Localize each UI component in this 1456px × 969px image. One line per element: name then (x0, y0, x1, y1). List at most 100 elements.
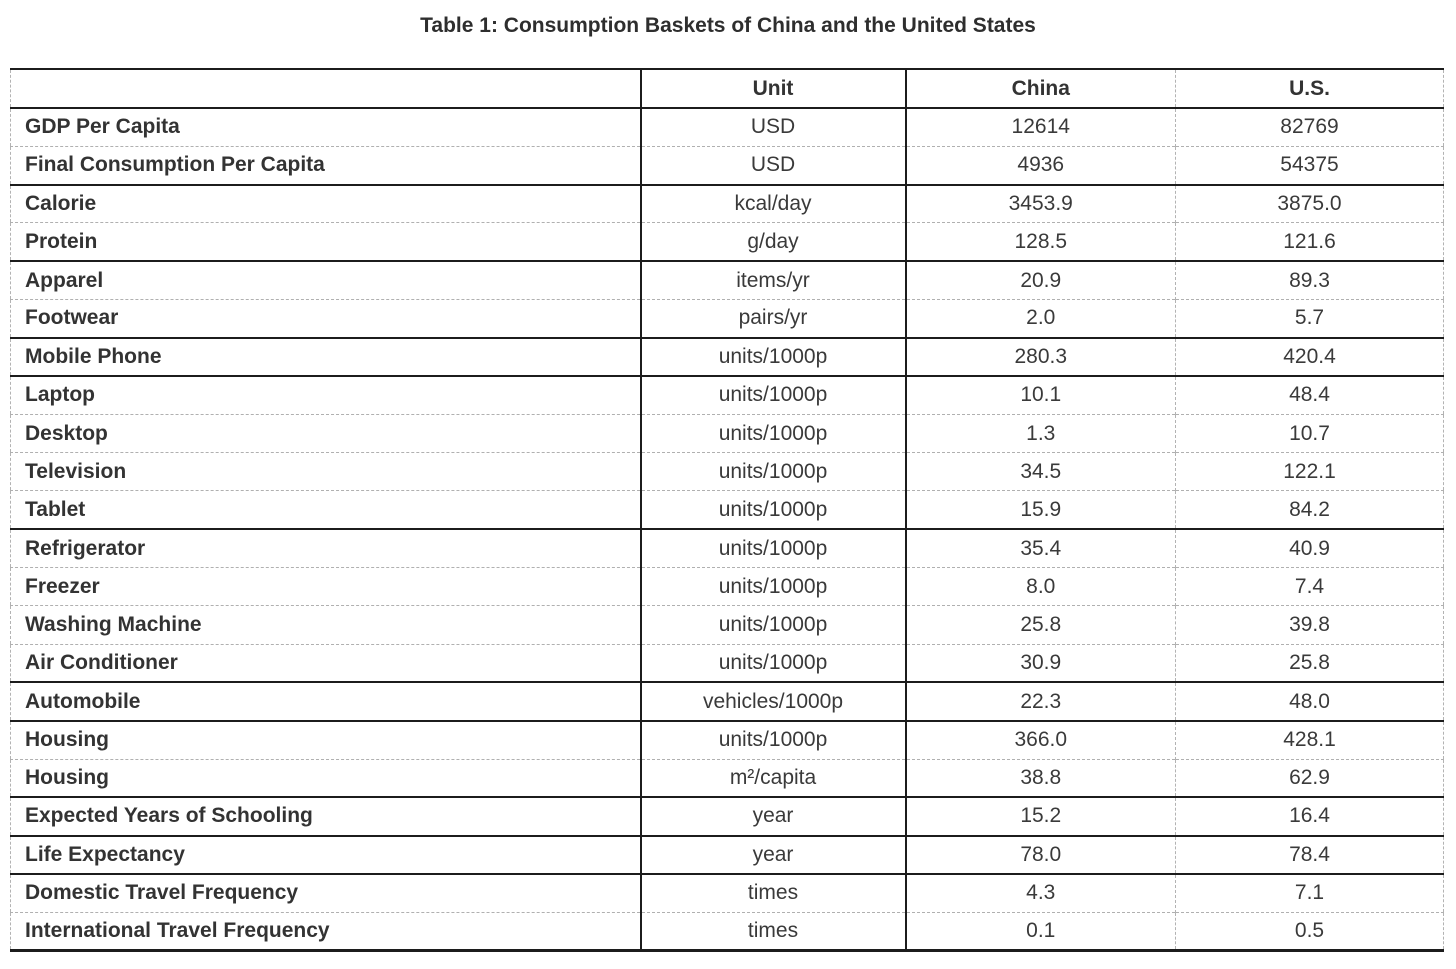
unit-cell: units/1000p (640, 720, 907, 760)
row-label: Housing (10, 720, 642, 760)
table-row: Housing m²/capita 38.8 62.9 (10, 759, 1444, 798)
unit-cell: units/1000p (640, 605, 907, 645)
us-cell: 78.4 (1289, 842, 1330, 866)
row-label: Calorie (10, 184, 642, 223)
unit-cell: g/day (640, 222, 907, 262)
china-cell: 128.5 (905, 222, 1176, 262)
unit-cell: USD (640, 108, 907, 147)
us-cell: 48.0 (1289, 689, 1330, 713)
table-row: Housing units/1000p 366.0 428.1 (10, 720, 1444, 760)
row-label: Automobile (10, 682, 642, 721)
us-cell: 54375 (1280, 153, 1339, 177)
unit-cell: USD (640, 146, 907, 185)
china-cell: 366.0 (905, 720, 1176, 760)
table-row: GDP Per Capita USD 12614 82769 (10, 108, 1444, 147)
us-cell: 420.4 (1283, 344, 1336, 368)
us-cell: 7.4 (1294, 574, 1325, 598)
china-cell: 2.0 (905, 299, 1176, 338)
table-row: Refrigerator units/1000p 35.4 40.9 (10, 529, 1444, 568)
china-cell: 4.3 (905, 873, 1176, 913)
unit-cell: units/1000p (640, 414, 907, 453)
unit-cell: units/1000p (640, 529, 907, 568)
row-label: International Travel Frequency (10, 912, 642, 951)
consumption-baskets-table: Unit China U.S. GDP Per Capita USD 12614… (10, 68, 1444, 953)
row-label: Housing (10, 759, 642, 798)
row-label: Apparel (10, 261, 642, 300)
china-cell: 20.9 (905, 261, 1176, 300)
table-row: Apparel items/yr 20.9 89.3 (10, 261, 1444, 300)
china-cell: 1.3 (905, 414, 1176, 453)
column-header-unit: Unit (640, 69, 907, 109)
unit-cell: units/1000p (640, 337, 907, 377)
table-body: GDP Per Capita USD 12614 82769 Final Con… (10, 108, 1444, 951)
table-row: Mobile Phone units/1000p 280.3 420.4 (10, 337, 1444, 377)
row-label: Expected Years of Schooling (10, 797, 642, 836)
us-cell: 428.1 (1283, 728, 1336, 752)
table-row: Tablet units/1000p 15.9 84.2 (10, 490, 1444, 530)
table-row: Expected Years of Schooling year 15.2 16… (10, 797, 1444, 836)
china-cell: 15.2 (905, 797, 1176, 836)
us-cell: 0.5 (1294, 918, 1325, 942)
table-row: Air Conditioner units/1000p 30.9 25.8 (10, 644, 1444, 683)
us-cell: 39.8 (1289, 613, 1330, 636)
china-cell: 30.9 (905, 644, 1176, 683)
us-cell: 89.3 (1289, 268, 1330, 292)
table-row: Television units/1000p 34.5 122.1 (10, 452, 1444, 491)
table-row: International Travel Frequency times 0.1… (10, 912, 1444, 951)
row-label: Final Consumption Per Capita (10, 146, 642, 185)
row-label: Protein (10, 222, 642, 262)
row-label: Refrigerator (10, 529, 642, 568)
table-row: Footwear pairs/yr 2.0 5.7 (10, 299, 1444, 338)
row-label: Laptop (10, 376, 642, 415)
unit-cell: units/1000p (640, 644, 907, 683)
row-label: GDP Per Capita (10, 108, 642, 147)
row-label: Television (10, 452, 642, 491)
header-row: Unit China U.S. (10, 69, 1444, 109)
unit-cell: vehicles/1000p (640, 682, 907, 721)
us-cell: 7.1 (1294, 881, 1325, 905)
us-cell: 25.8 (1289, 651, 1330, 675)
row-label: Washing Machine (10, 605, 642, 645)
table-row: Domestic Travel Frequency times 4.3 7.1 (10, 873, 1444, 913)
row-label: Tablet (10, 490, 642, 530)
column-header-us: U.S. (1175, 69, 1444, 109)
table-row: Freezer units/1000p 8.0 7.4 (10, 567, 1444, 606)
china-cell: 35.4 (905, 529, 1176, 568)
china-cell: 12614 (905, 108, 1176, 147)
unit-cell: pairs/yr (640, 299, 907, 338)
china-cell: 8.0 (905, 567, 1176, 606)
us-cell: 122.1 (1283, 459, 1336, 483)
us-cell: 48.4 (1289, 383, 1330, 407)
us-cell: 16.4 (1289, 804, 1330, 828)
unit-cell: kcal/day (640, 184, 907, 223)
row-label: Life Expectancy (10, 835, 642, 874)
unit-cell: times (640, 873, 907, 913)
china-cell: 0.1 (905, 912, 1176, 951)
china-cell: 15.9 (905, 490, 1176, 530)
row-label: Mobile Phone (10, 337, 642, 377)
unit-cell: units/1000p (640, 376, 907, 415)
china-cell: 25.8 (905, 605, 1176, 645)
table-header: Unit China U.S. (10, 69, 1444, 109)
corner-cell (10, 69, 642, 109)
us-cell: 3875.0 (1277, 191, 1342, 215)
table-row: Washing Machine units/1000p 25.8 39.8 (10, 605, 1444, 645)
china-cell: 38.8 (905, 759, 1176, 798)
table-row: Life Expectancy year 78.0 78.4 (10, 835, 1444, 874)
table-caption: Table 1: Consumption Baskets of China an… (420, 14, 1036, 37)
row-label: Footwear (10, 299, 642, 338)
us-cell: 10.7 (1289, 421, 1330, 445)
china-cell: 280.3 (905, 337, 1176, 377)
unit-cell: items/yr (640, 261, 907, 300)
china-cell: 10.1 (905, 376, 1176, 415)
unit-cell: units/1000p (640, 567, 907, 606)
table-row: Automobile vehicles/1000p 22.3 48.0 (10, 682, 1444, 721)
china-cell: 34.5 (905, 452, 1176, 491)
table-row: Calorie kcal/day 3453.9 3875.0 (10, 184, 1444, 223)
table-row: Laptop units/1000p 10.1 48.4 (10, 376, 1444, 415)
us-cell: 5.7 (1294, 306, 1325, 330)
column-header-china: China (905, 69, 1176, 109)
unit-cell: year (640, 835, 907, 874)
us-cell: 121.6 (1283, 229, 1336, 253)
